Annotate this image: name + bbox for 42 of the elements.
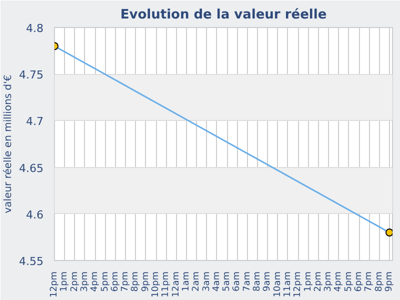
x-tick-label: 12pm [293,271,304,298]
x-tick-label: 8pm [130,271,141,292]
x-tick-label: 3am [202,271,212,292]
y-axis-title: valeur réelle en millions d'€ [3,74,14,214]
x-tick-label: 1pm [303,271,314,292]
x-tick-label: 9pm [384,271,394,292]
chart-title: Evolution de la valeur réelle [120,8,327,22]
x-tick-label: 9pm [140,271,151,292]
x-tick-label: 4pm [90,271,100,292]
x-tick-label: 1pm [60,271,70,292]
y-tick-label: 4.8 [26,22,44,35]
x-tick-label: 4am [212,271,222,292]
x-tick-label: 2pm [70,271,80,292]
x-tick-label: 6pm [354,271,364,292]
x-tick-label: 12am [171,272,182,298]
x-tick-label: 3pm [324,271,334,292]
y-tick-label: 4.55 [19,255,44,268]
x-tick-label: 6am [232,271,242,292]
x-tick-label: 9am [262,271,273,292]
x-tick-label: 1am [181,271,192,292]
x-tick-label: 7pm [120,271,131,292]
x-tick-label: 4pm [334,271,344,292]
x-tick-label: 7am [242,271,252,292]
x-tick-label: 12pm [50,271,60,298]
x-tick-label: 11pm [161,271,172,298]
y-tick-label: 4.65 [19,162,44,175]
x-tick-label: 2pm [313,271,324,292]
x-tick-label: 2am [192,271,202,292]
x-tick-label: 10pm [151,271,161,298]
y-tick-label: 4.7 [26,115,44,128]
x-tick-label: 10am [272,272,283,298]
x-tick-label: 8pm [374,271,384,292]
x-tick-label: 5pm [100,271,110,292]
y-tick-label: 4.75 [19,68,44,82]
x-tick-label: 7pm [364,271,374,292]
x-tick-label: 5am [222,271,232,292]
x-tick-label: 8am [252,271,263,292]
x-tick-label: 6pm [110,271,120,292]
x-tick-label: 11am [282,272,293,298]
x-tick-label: 5pm [344,271,354,292]
x-tick-label: 3pm [80,271,90,292]
y-tick-label: 4.6 [26,208,44,222]
